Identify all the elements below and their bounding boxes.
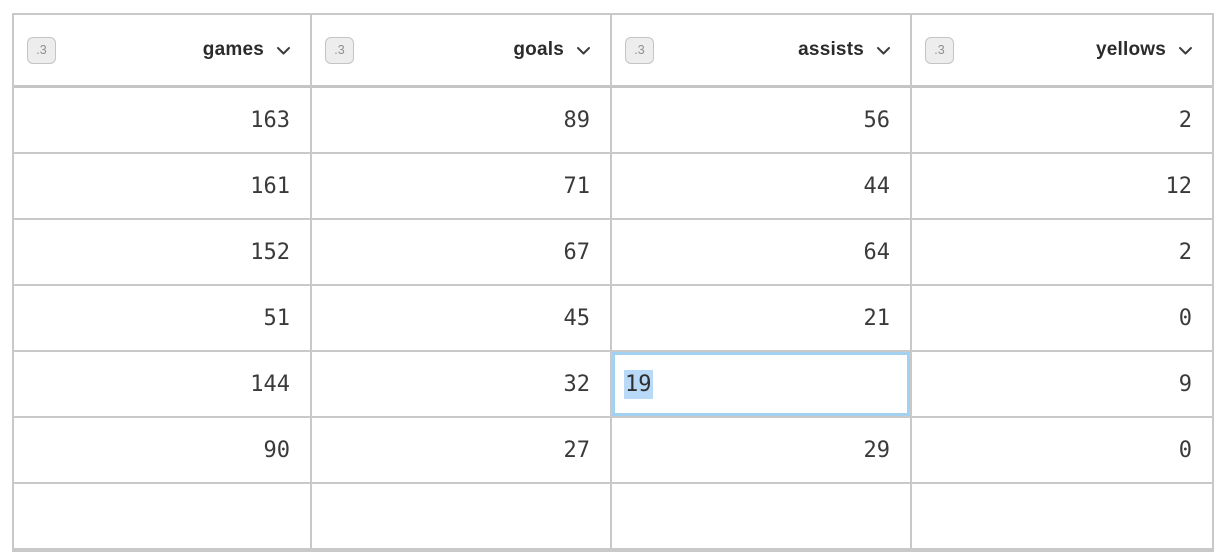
table-cell[interactable]: 44	[612, 154, 912, 220]
table-cell[interactable]: 12	[912, 154, 1212, 220]
table-cell[interactable]: 161	[14, 154, 312, 220]
cell-editor[interactable]: 19	[612, 352, 910, 416]
table-cell[interactable]: 32	[312, 352, 612, 418]
table-cell[interactable]: 9	[912, 352, 1212, 418]
column-header-yellows[interactable]: .3 yellows	[912, 15, 1212, 88]
column-header-games[interactable]: .3 games	[14, 15, 312, 88]
table-cell[interactable]: 51	[14, 286, 312, 352]
column-header-goals[interactable]: .3 goals	[312, 15, 612, 88]
table-cell[interactable]: 89	[312, 88, 612, 154]
table-cell[interactable]: 45	[312, 286, 612, 352]
table-cell[interactable]: 64	[612, 220, 912, 286]
table-cell[interactable]: 2	[912, 88, 1212, 154]
table-cell[interactable]: 0	[912, 286, 1212, 352]
table-cell[interactable]: 27	[312, 418, 612, 484]
column-label: goals	[513, 39, 564, 60]
table-cell[interactable]: 0	[912, 418, 1212, 484]
chevron-down-icon[interactable]	[875, 42, 892, 59]
table-cell[interactable]: 29	[612, 418, 912, 484]
column-label: assists	[798, 39, 864, 60]
table-cell[interactable]: 56	[612, 88, 912, 154]
table-cell[interactable]: 2	[912, 220, 1212, 286]
column-type-badge[interactable]: .3	[27, 36, 56, 64]
table-cell[interactable]: 21	[612, 286, 912, 352]
chevron-down-icon[interactable]	[1177, 42, 1194, 59]
column-label: yellows	[1095, 39, 1166, 60]
column-header-assists[interactable]: .3 assists	[612, 15, 912, 88]
table-cell[interactable]: 152	[14, 220, 312, 286]
column-type-badge[interactable]: .3	[325, 36, 354, 64]
table-cell[interactable]: 163	[14, 88, 312, 154]
column-type-badge[interactable]: .3	[625, 36, 654, 64]
table-cell[interactable]: 67	[312, 220, 612, 286]
selected-text: 19	[624, 369, 653, 399]
table-cell[interactable]: 71	[312, 154, 612, 220]
column-label: games	[202, 39, 264, 60]
table-grid: .3 games .3 goals .3 assists .3 yellows	[14, 15, 1212, 550]
table-cell[interactable]: 144	[14, 352, 312, 418]
column-type-badge[interactable]: .3	[925, 36, 954, 64]
chevron-down-icon[interactable]	[275, 42, 292, 59]
chevron-down-icon[interactable]	[575, 42, 592, 59]
table-cell-editing[interactable]: 19	[612, 352, 912, 418]
data-table: .3 games .3 goals .3 assists .3 yellows	[12, 13, 1214, 552]
table-cell[interactable]: 90	[14, 418, 312, 484]
